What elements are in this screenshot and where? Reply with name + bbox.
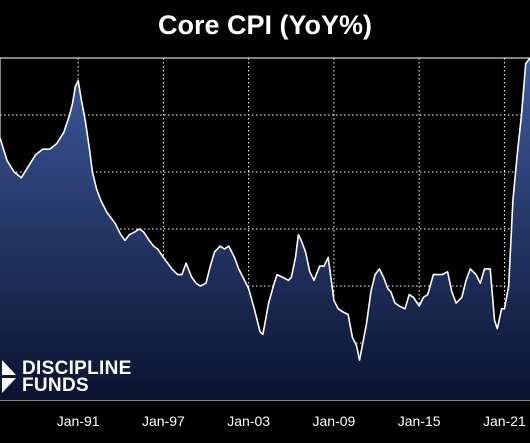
x-tick-label: Jan-97 [142, 413, 185, 429]
chart-title: Core CPI (YoY%) [157, 10, 373, 40]
series-area [0, 58, 530, 400]
series-line [0, 58, 530, 361]
x-tick-label: Jan-21 [483, 413, 526, 429]
logo-text-line1: DISCIPLINE [22, 358, 132, 379]
x-tick-label: Jan-03 [227, 413, 270, 429]
x-tick-label: Jan-91 [57, 413, 100, 429]
logo-text-line2: FUNDS [22, 375, 89, 396]
x-axis-tick-labels: Jan-91 Jan-97 Jan-03 Jan-09 Jan-15 Jan-21 [57, 413, 526, 429]
logo-mark-icon [2, 360, 16, 393]
x-tick-label: Jan-15 [398, 413, 441, 429]
x-tick-label: Jan-09 [313, 413, 356, 429]
